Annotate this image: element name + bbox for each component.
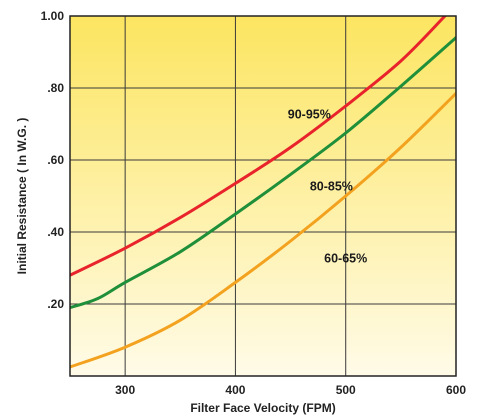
x-tick-label: 300 — [115, 383, 135, 397]
y-tick-label: .20 — [47, 297, 64, 311]
series-layer — [70, 16, 456, 369]
x-tick-label: 500 — [336, 383, 356, 397]
series-annotation-3: 60-65% — [324, 252, 367, 266]
series-line-3 — [70, 91, 456, 369]
series-annotations: 90-95% 80-85% 60-65% — [288, 108, 367, 266]
y-axis-label: Initial Resistance ( In W.G. ) — [15, 118, 29, 275]
series-annotation-1: 90-95% — [288, 108, 331, 122]
y-tick-label: .80 — [47, 81, 64, 95]
plot-border — [69, 15, 457, 377]
x-axis-label: Filter Face Velocity (FPM) — [190, 401, 335, 415]
x-tick-label: 600 — [446, 383, 466, 397]
tick-labels: 300 400 500 600 .20 .40 .60 .80 1.00 — [41, 9, 467, 397]
y-tick-label: .40 — [47, 225, 64, 239]
y-tick-label: .60 — [47, 153, 64, 167]
series-annotation-2: 80-85% — [310, 180, 353, 194]
y-tick-label: 1.00 — [41, 9, 65, 23]
series-line-1 — [70, 16, 447, 277]
series-line-2 — [70, 36, 456, 310]
x-tick-label: 400 — [225, 383, 245, 397]
